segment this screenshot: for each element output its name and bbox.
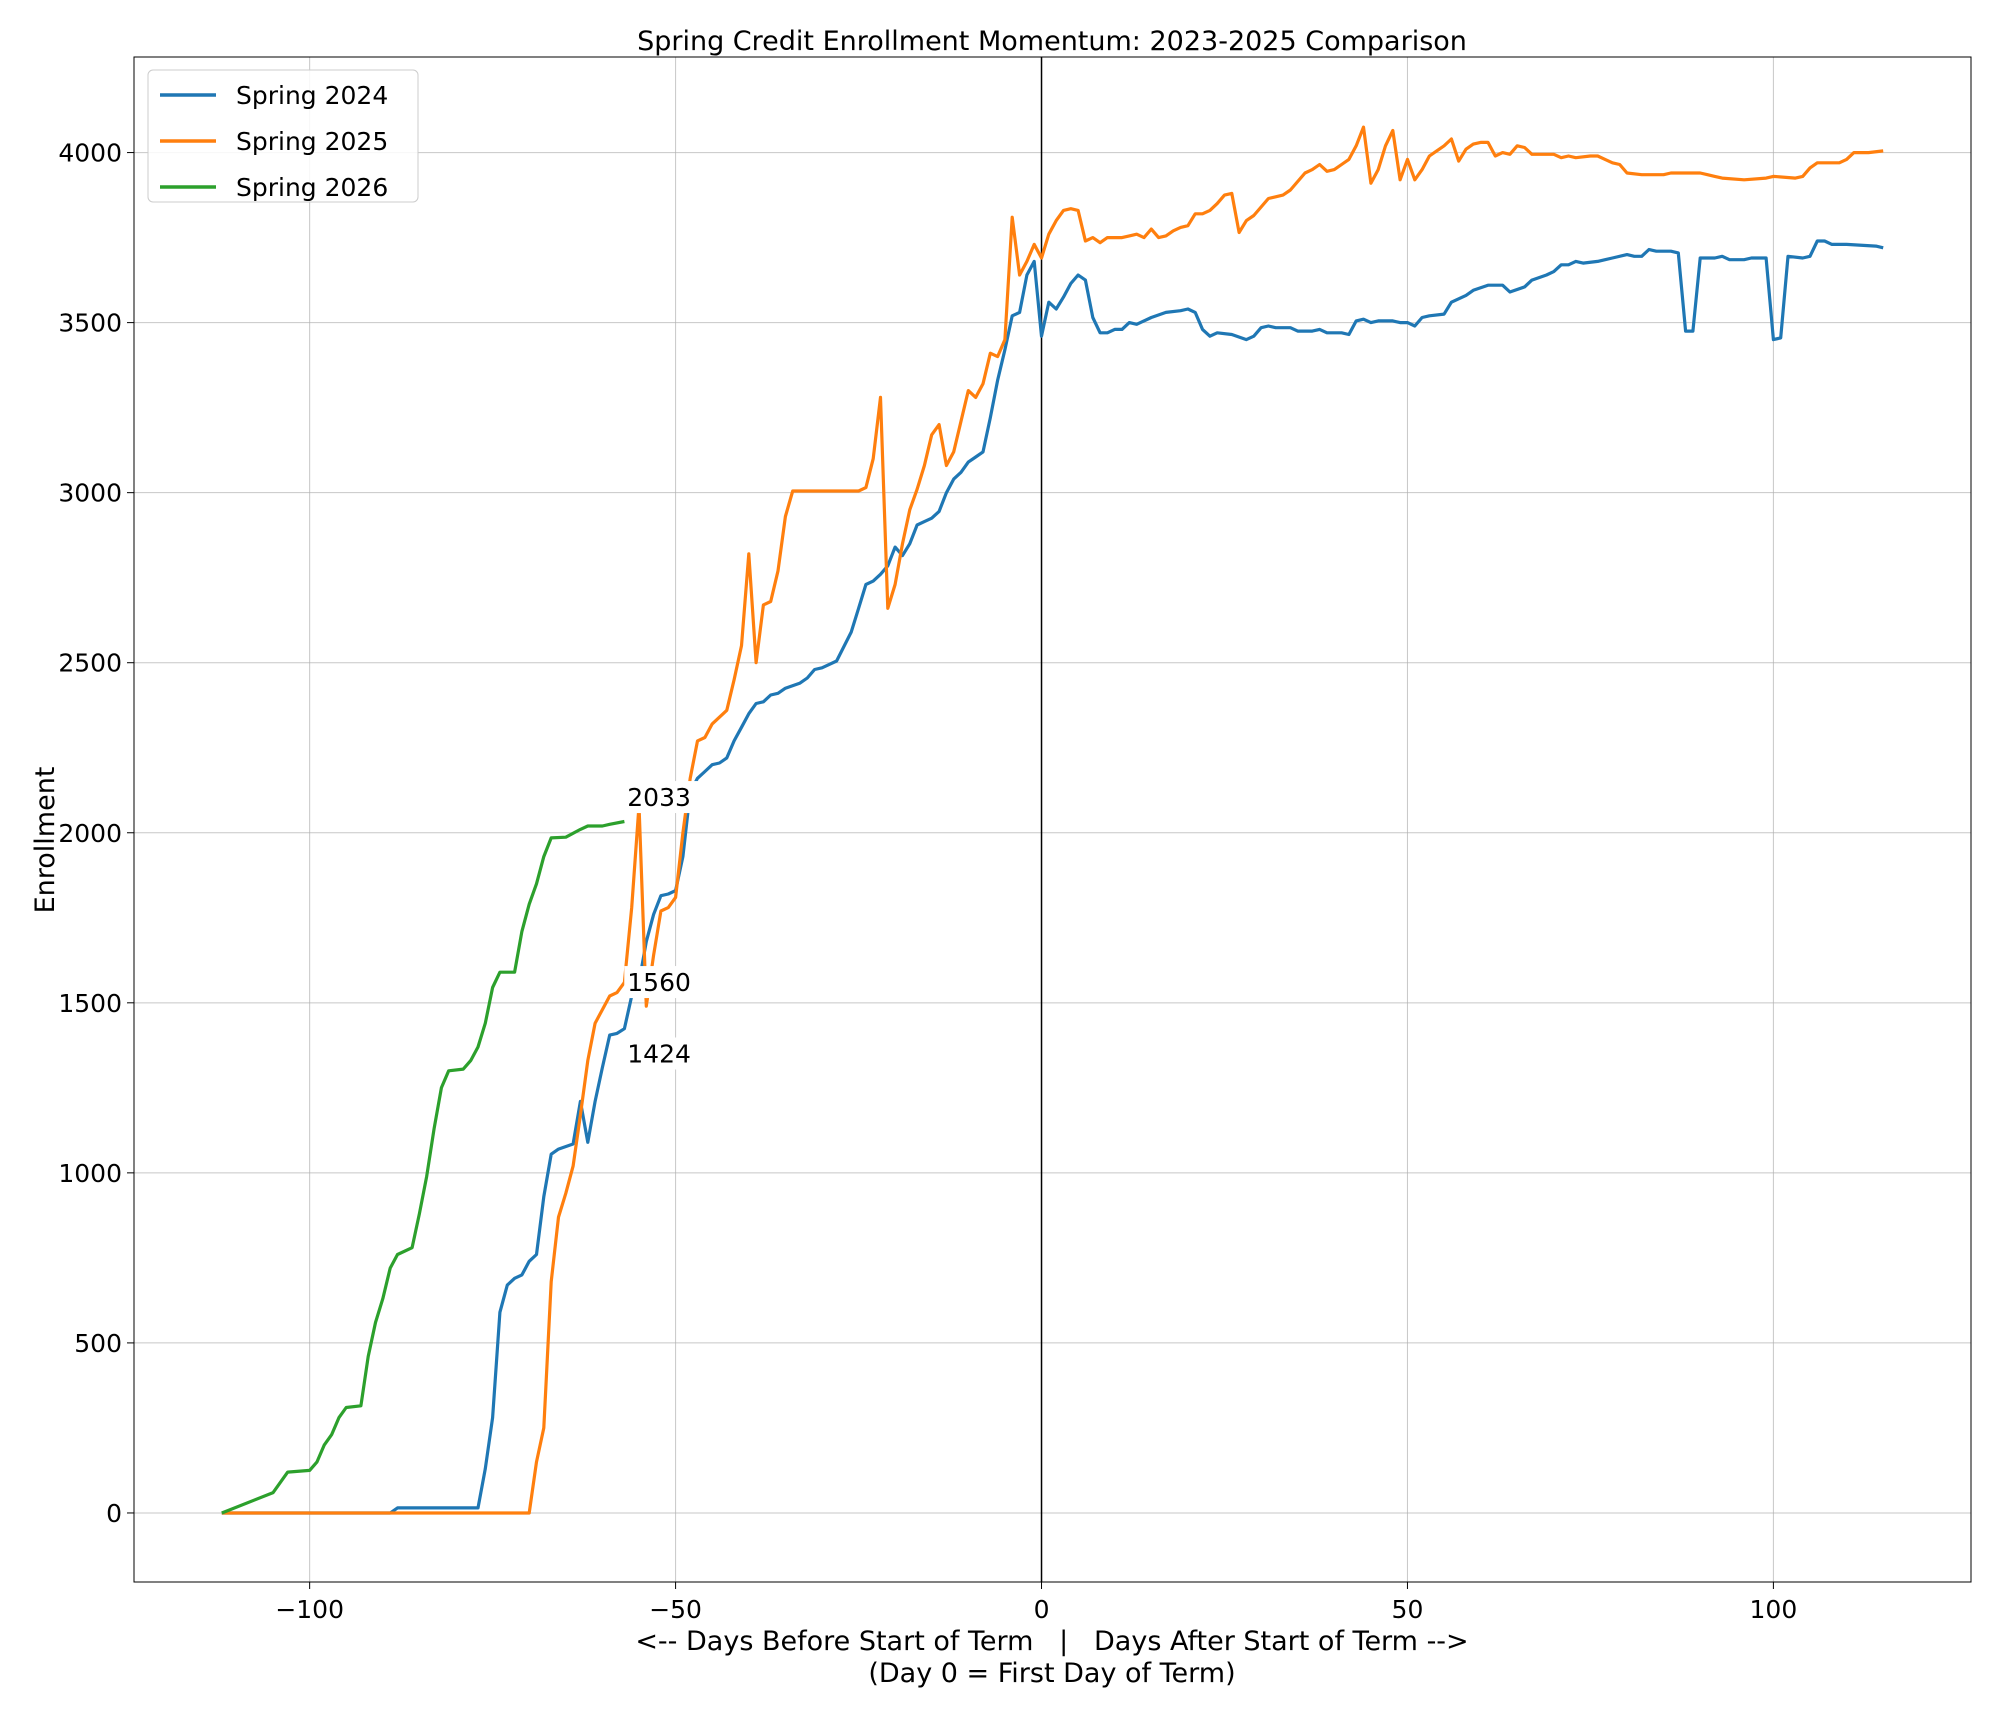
series-line-spring-2025 xyxy=(221,125,1884,1515)
annotation-label: 2033 xyxy=(627,783,691,812)
plot-frame xyxy=(133,56,1972,1583)
chart-title: Spring Credit Enrollment Momentum: 2023-… xyxy=(637,26,1467,57)
annotation-background xyxy=(624,966,701,999)
ticks: −100 −50 0 50 100050010001500200025003000350… xyxy=(58,139,1797,1624)
y-axis-label: Enrollment xyxy=(30,767,61,914)
x-tick-label: −100 xyxy=(275,1595,344,1624)
y-tick-label: 3500 xyxy=(58,309,122,338)
legend-label: Spring 2026 xyxy=(236,173,388,202)
grid xyxy=(134,57,1971,1582)
y-tick-label: 2500 xyxy=(58,649,122,678)
annotation-background xyxy=(624,781,701,814)
x-axis-label-line2: (Day 0 = First Day of Term) xyxy=(868,1658,1235,1689)
y-tick-label: 2000 xyxy=(58,819,122,848)
legend-box xyxy=(147,69,419,203)
y-tick-label: 0 xyxy=(106,1499,122,1528)
annotation-background xyxy=(624,1037,701,1070)
x-tick-label: 50 xyxy=(1392,1595,1424,1624)
series-line-spring-2026 xyxy=(221,819,625,1515)
y-tick-label: 3000 xyxy=(58,479,122,508)
annotation-label: 1424 xyxy=(627,1039,691,1068)
x-tick-label: 100 xyxy=(1750,1595,1798,1624)
y-tick-label: 1500 xyxy=(58,989,122,1018)
y-tick-label: 4000 xyxy=(58,139,122,168)
annotations: 2033 1560 1424 xyxy=(624,781,701,1070)
x-axis-label: <-- Days Before Start of Term | Days Aft… xyxy=(635,1626,1468,1657)
x-tick-label: 0 xyxy=(1034,1595,1050,1624)
series-lines xyxy=(221,125,1884,1515)
annotation-label: 1560 xyxy=(627,968,691,997)
legend: Spring 2024 Spring 2025 Spring 2026 xyxy=(147,69,419,203)
y-tick-label: 1000 xyxy=(58,1159,122,1188)
legend-label: Spring 2024 xyxy=(236,81,388,110)
y-tick-label: 500 xyxy=(74,1329,122,1358)
legend-label: Spring 2025 xyxy=(236,127,388,156)
x-tick-label: −50 xyxy=(649,1595,702,1624)
series-line-spring-2024 xyxy=(221,239,1884,1515)
